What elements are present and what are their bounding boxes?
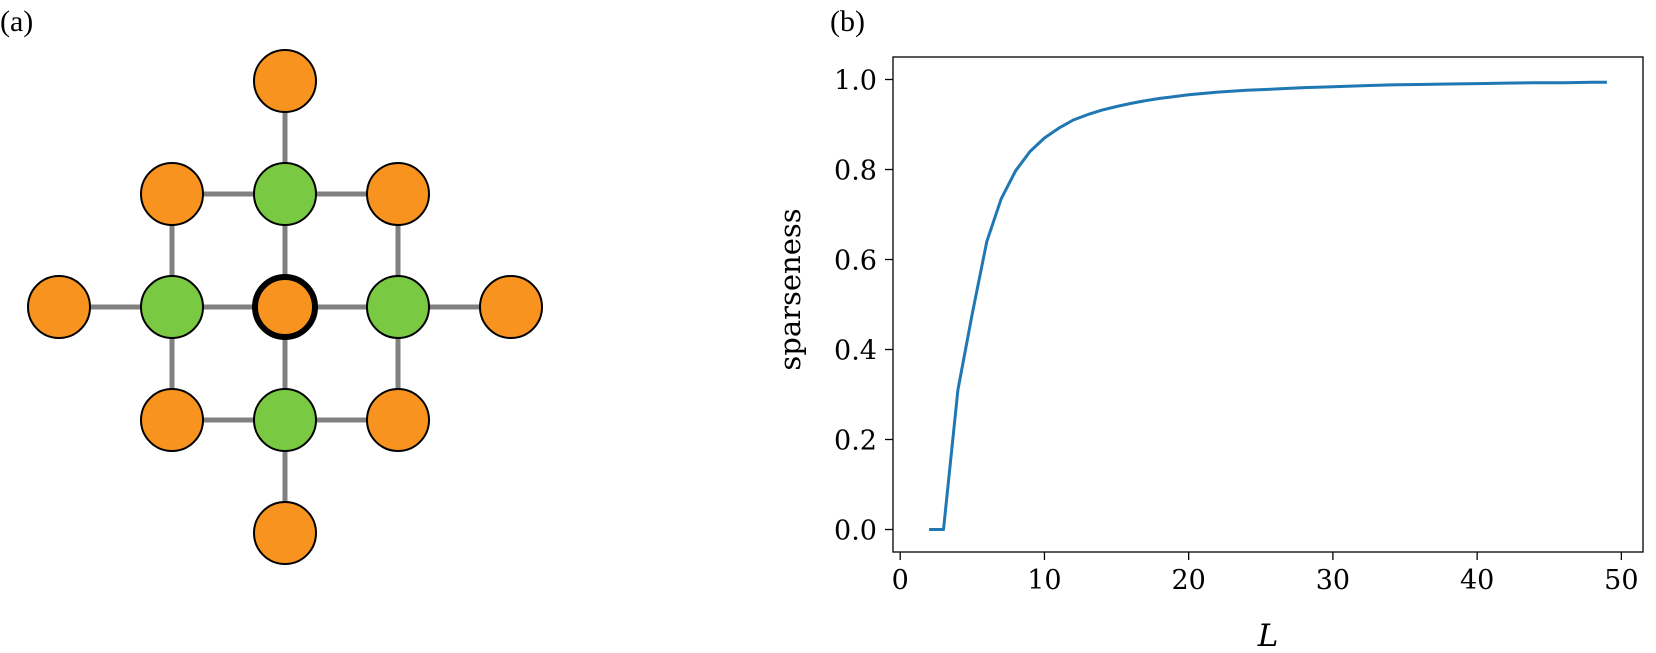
- plot-frame: [892, 56, 1644, 553]
- lattice-node-upper-middle: [253, 162, 317, 226]
- y-tick-label: 0.0: [834, 516, 877, 547]
- lattice-node-lower-middle: [253, 388, 317, 452]
- x-tick-label: 0: [892, 565, 909, 596]
- lattice-node-lower-right: [366, 388, 430, 452]
- y-tick-label: 0.2: [834, 426, 877, 457]
- x-tick-label: 50: [1604, 565, 1638, 596]
- lattice-node-center: [252, 274, 318, 340]
- x-tick-label: 40: [1460, 565, 1494, 596]
- lattice-diagram: [27, 49, 543, 565]
- x-axis-ticks: 0 10 20 30 40 50: [892, 552, 1639, 596]
- lattice-node-bottom: [253, 501, 317, 565]
- lattice-node-far-right: [479, 275, 543, 339]
- y-tick-label: 0.8: [834, 156, 877, 187]
- x-tick-label: 20: [1171, 565, 1205, 596]
- lattice-nodes: [27, 49, 543, 565]
- y-tick-label: 0.4: [834, 336, 877, 367]
- lattice-node-upper-right: [366, 162, 430, 226]
- lattice-node-lower-left: [140, 388, 204, 452]
- lattice-node-top: [253, 49, 317, 113]
- lattice-node-far-left: [27, 275, 91, 339]
- x-axis-label: L: [1257, 618, 1279, 653]
- lattice-node-mid-right: [366, 275, 430, 339]
- y-axis-ticks: 0.0 0.2 0.4 0.6 0.8 1.0: [834, 66, 893, 547]
- x-tick-label: 30: [1316, 565, 1350, 596]
- series-line: [929, 80, 1607, 531]
- x-tick-label: 10: [1027, 565, 1061, 596]
- y-tick-label: 0.6: [834, 246, 877, 277]
- y-axis-label: sparseness: [773, 208, 807, 370]
- panel-b-label: (b): [830, 5, 865, 38]
- panel-a-label: (a): [0, 5, 33, 38]
- y-tick-label: 1.0: [834, 66, 877, 97]
- sparseness-chart: 0 10 20 30 40 50 0.0 0.2 0.4 0.6 0.8 1.0 L sparsen…: [773, 56, 1644, 653]
- lattice-node-mid-left: [140, 275, 204, 339]
- lattice-node-upper-left: [140, 162, 204, 226]
